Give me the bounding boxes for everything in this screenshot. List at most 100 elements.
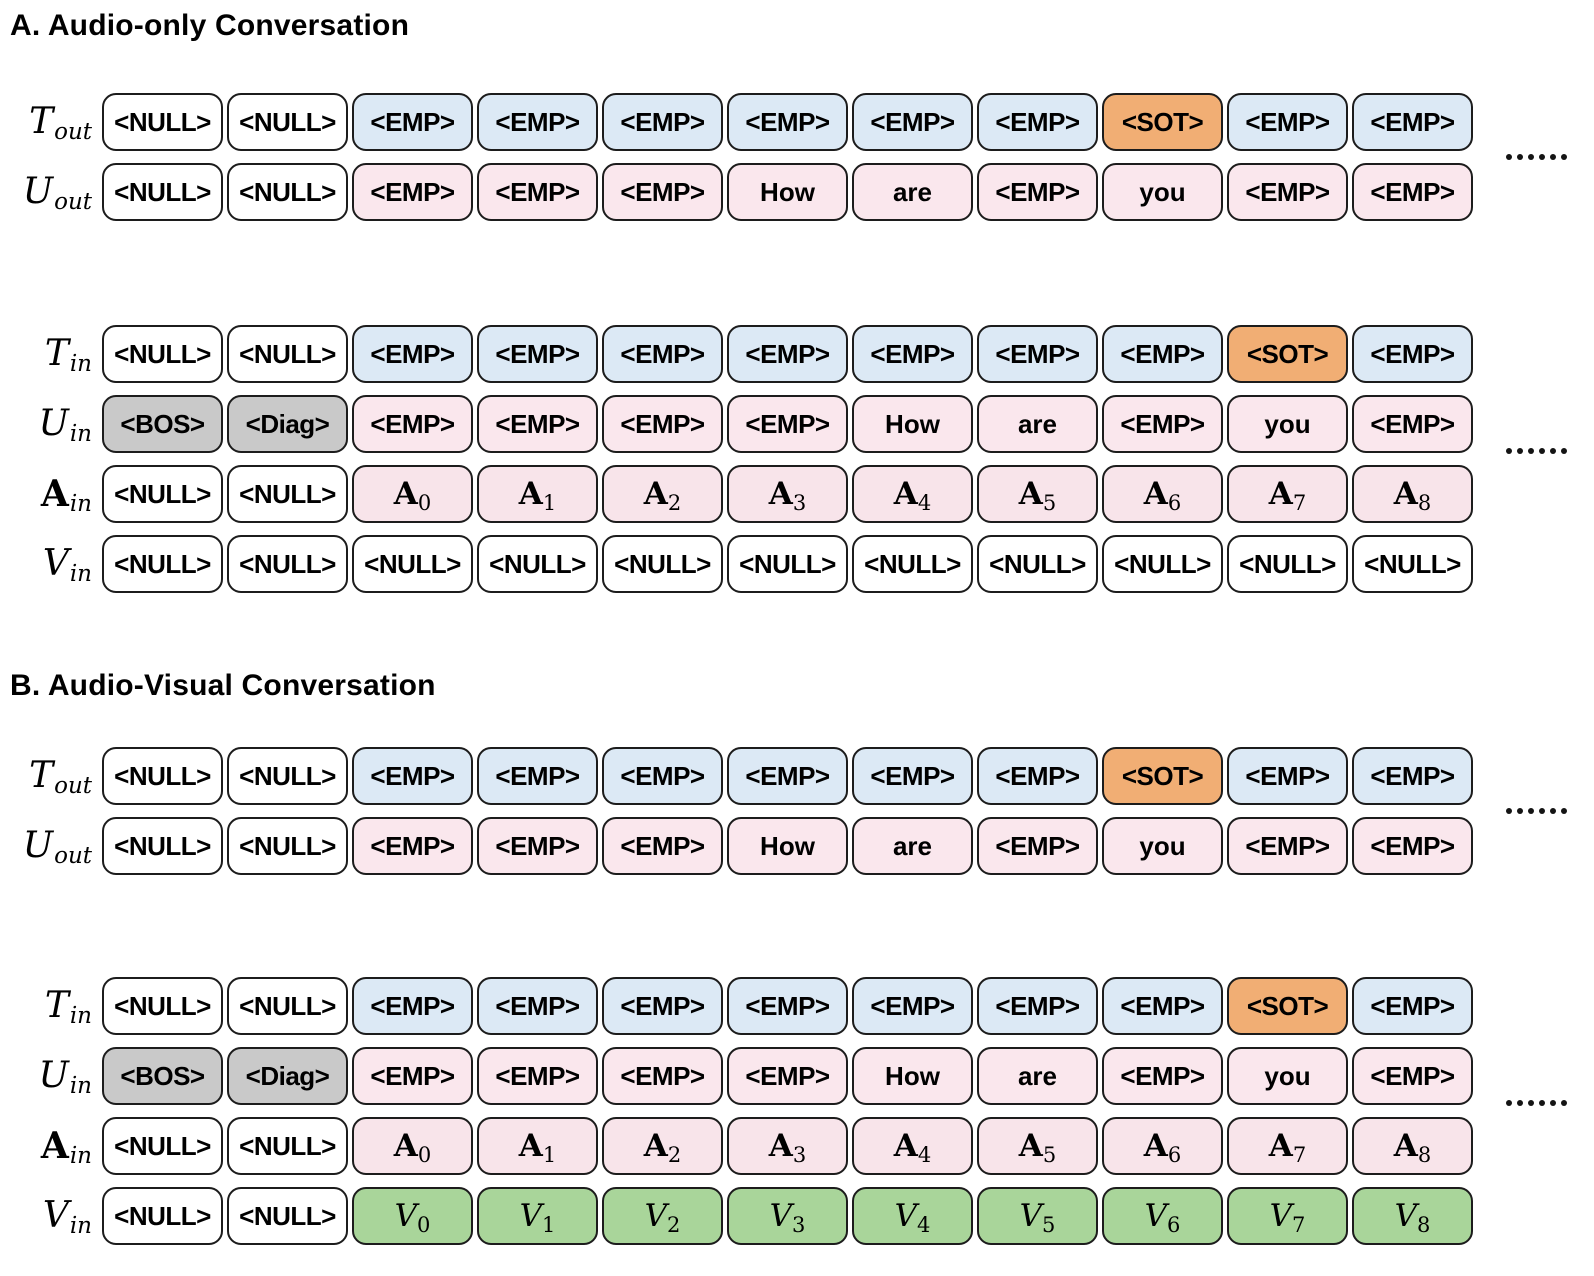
token-text: <EMP>	[370, 1060, 455, 1091]
cell-empU: <EMP>	[477, 395, 598, 453]
token-text: <Diag>	[245, 408, 330, 439]
cell-empT: <EMP>	[977, 977, 1098, 1035]
token-text: <SOT>	[1246, 338, 1329, 369]
token-cells: <NULL> <NULL> <EMP> <EMP> <EMP> How are <EMP> yo…	[102, 817, 1473, 875]
token-math-subscript: 3	[792, 490, 807, 515]
cell-empT: <EMP>	[852, 747, 973, 805]
cell-empU: <EMP>	[1227, 163, 1348, 221]
token-text: <BOS>	[120, 1060, 205, 1091]
token-math-subscript: 8	[1417, 1212, 1431, 1237]
token-text: <EMP>	[620, 1060, 705, 1091]
token-text: you	[1139, 830, 1186, 861]
cell-word: How	[727, 817, 848, 875]
cell-empU: <EMP>	[477, 163, 598, 221]
token-text: <EMP>	[745, 1060, 830, 1091]
cell-word: you	[1102, 163, 1223, 221]
cell-word: you	[1227, 395, 1348, 453]
cell-null: <NULL>	[102, 1187, 223, 1245]
ellipsis-dot	[1561, 1100, 1567, 1106]
cell-null: <NULL>	[102, 1117, 223, 1175]
ellipsis-dot	[1528, 154, 1534, 160]
token-text: <EMP>	[495, 830, 580, 861]
cell-sys: <Diag>	[227, 1047, 348, 1105]
token-math-base: A	[643, 475, 668, 512]
cell-null: <NULL>	[102, 465, 223, 523]
token-text: <EMP>	[370, 338, 455, 369]
cell-empU: <EMP>	[352, 395, 473, 453]
cell-empT: <EMP>	[977, 93, 1098, 151]
token-text: <EMP>	[495, 176, 580, 207]
token-cells: <NULL> <NULL> <NULL> <NULL> <NULL> <NULL> <NUL…	[102, 535, 1473, 593]
cell-empT: <EMP>	[727, 747, 848, 805]
section-title: A. Audio-only Conversation	[10, 9, 410, 42]
cell-null: <NULL>	[102, 977, 223, 1035]
row-label-base: V	[42, 543, 69, 584]
cell-empT: <EMP>	[477, 747, 598, 805]
token-text: <EMP>	[1245, 176, 1330, 207]
cell-empU: <EMP>	[1352, 817, 1473, 875]
token-text: <NULL>	[1239, 548, 1336, 579]
row-label-subscript: in	[69, 1072, 92, 1099]
ellipsis-dot	[1517, 154, 1523, 160]
token-text: <EMP>	[620, 408, 705, 439]
row-label-base: A	[40, 473, 69, 515]
token-text: <NULL>	[239, 176, 336, 207]
token-text: <NULL>	[239, 990, 336, 1021]
token-text: <EMP>	[1245, 760, 1330, 791]
cell-word: are	[977, 395, 1098, 453]
cell-null: <NULL>	[102, 325, 223, 383]
token-text: <Diag>	[245, 1060, 330, 1091]
token-text: you	[1139, 176, 1186, 207]
cell-empT: <EMP>	[1102, 977, 1223, 1035]
token-text: <EMP>	[370, 176, 455, 207]
token-text: <EMP>	[620, 830, 705, 861]
token-math-subscript: 4	[917, 1212, 931, 1237]
token-text: <EMP>	[870, 338, 955, 369]
token-text: <NULL>	[239, 106, 336, 137]
cell-word: How	[727, 163, 848, 221]
token-cells: <NULL> <NULL> <EMP> <EMP> <EMP> <EMP> <EMP> <EM…	[102, 325, 1473, 383]
token-math-base: A	[893, 1127, 918, 1164]
ellipsis-dot	[1539, 1100, 1545, 1106]
cell-null: <NULL>	[102, 817, 223, 875]
token-text: <EMP>	[1245, 106, 1330, 137]
token-math-base: V	[644, 1197, 667, 1234]
token-text: <NULL>	[114, 106, 211, 137]
token-text: <EMP>	[1370, 106, 1455, 137]
token-text: <EMP>	[1370, 338, 1455, 369]
row-label-subscript: in	[69, 1002, 92, 1029]
cell-null: <NULL>	[352, 535, 473, 593]
cell-empT: <EMP>	[977, 325, 1098, 383]
token-text: How	[760, 176, 815, 207]
row-label-subscript: in	[69, 1142, 92, 1169]
cell-null: <NULL>	[477, 535, 598, 593]
token-text: <EMP>	[745, 106, 830, 137]
cell-sot: <SOT>	[1102, 93, 1223, 151]
cell-empT: <EMP>	[977, 747, 1098, 805]
token-text: <EMP>	[745, 990, 830, 1021]
ellipsis-dot	[1517, 808, 1523, 814]
token-math-base: A	[768, 475, 793, 512]
cell-empT: <EMP>	[727, 977, 848, 1035]
row-label-base: T	[44, 333, 69, 374]
